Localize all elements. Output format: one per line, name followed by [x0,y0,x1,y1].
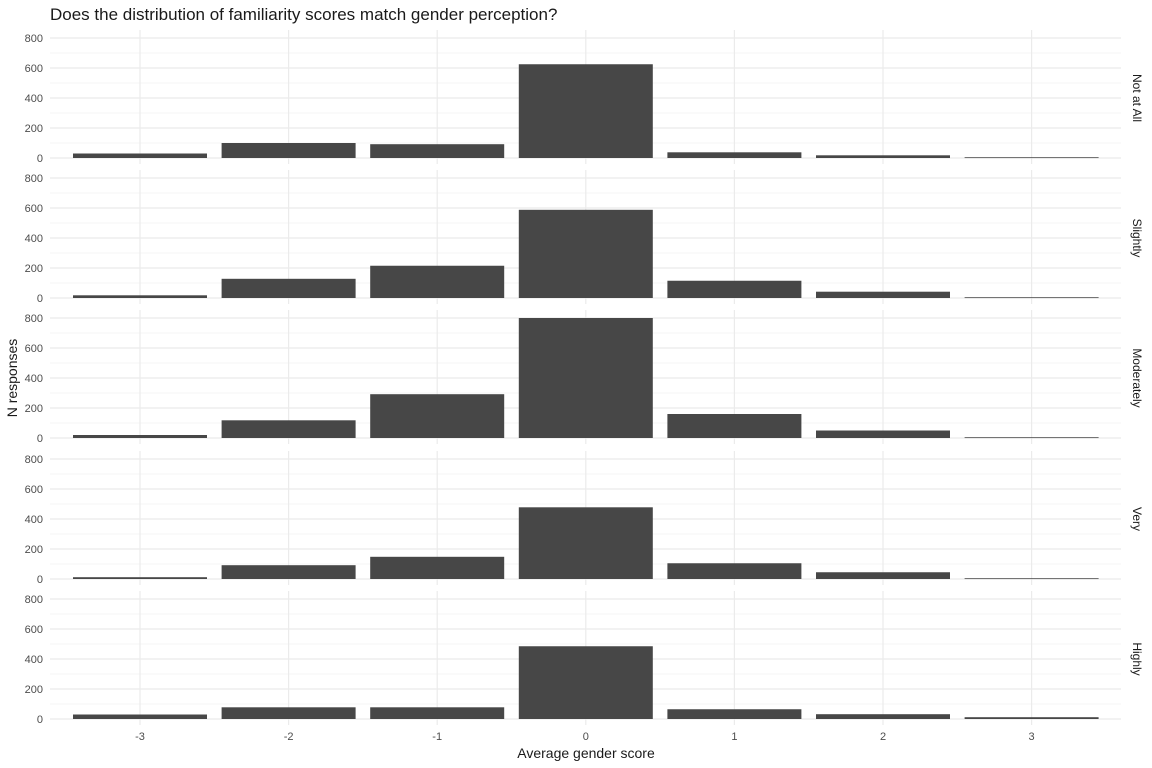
x-tick-label: 2 [880,731,886,743]
bar [816,155,950,158]
y-tick-label: 400 [25,93,43,105]
y-tick-label: 800 [25,33,43,45]
bar [73,153,207,158]
bar [964,578,1099,580]
y-tick-label: 200 [25,123,43,135]
y-tick-label: 200 [25,684,43,696]
bar [964,297,1099,299]
bar [816,291,950,298]
bar [667,414,802,438]
bar [667,709,802,719]
y-tick-label: 600 [25,63,43,75]
x-tick-label: -2 [284,731,294,743]
y-axis-title: N responses [4,339,20,418]
y-tick-label: 800 [25,173,43,185]
bar [370,556,505,579]
y-tick-label: 0 [37,433,43,445]
y-tick-label: 600 [25,203,43,215]
bar [816,572,950,579]
bar [221,143,356,158]
facet-strip-label: Moderately [1130,348,1144,407]
bar [370,707,505,719]
bar [73,577,207,579]
bar [73,714,207,719]
y-tick-label: 600 [25,484,43,496]
x-tick-label: -3 [135,731,145,743]
y-tick-label: 0 [37,574,43,586]
x-axis-title: Average gender score [517,745,655,761]
bar [667,280,802,298]
y-tick-label: 400 [25,514,43,526]
y-tick-label: 800 [25,313,43,325]
facet-strip-label: Slightly [1130,219,1144,258]
bar [518,64,653,158]
y-tick-label: 400 [25,373,43,385]
bar [221,420,356,438]
bar [816,430,950,438]
y-tick-label: 400 [25,654,43,666]
x-tick-label: 3 [1029,731,1035,743]
bar [221,278,356,298]
facet-strip-label: Highly [1130,642,1144,675]
bar [370,265,505,298]
x-tick-label: -1 [432,731,442,743]
facet-strip-label: Not at All [1130,74,1144,122]
chart-title: Does the distribution of familiarity sco… [50,5,558,24]
bar [964,717,1099,719]
bar [518,209,653,298]
bar [370,394,505,438]
y-tick-label: 600 [25,343,43,355]
y-tick-label: 200 [25,403,43,415]
bar [816,714,950,719]
y-tick-label: 0 [37,714,43,726]
facet-strip-label: Very [1130,507,1144,531]
y-tick-label: 200 [25,544,43,556]
y-tick-label: 200 [25,263,43,275]
bar [518,507,653,579]
bar [370,144,505,158]
bar [964,437,1099,439]
y-tick-label: 400 [25,233,43,245]
bar [221,707,356,719]
y-tick-label: 600 [25,624,43,636]
bar [667,563,802,579]
bar [73,435,207,438]
bar [518,646,653,719]
bar [73,295,207,298]
y-tick-label: 800 [25,594,43,606]
y-tick-label: 0 [37,153,43,165]
y-tick-label: 800 [25,454,43,466]
bar [221,565,356,579]
y-tick-label: 0 [37,293,43,305]
bar [518,318,653,438]
bar [667,152,802,158]
x-tick-label: 0 [583,731,589,743]
bar [964,157,1099,159]
x-tick-label: 1 [731,731,737,743]
